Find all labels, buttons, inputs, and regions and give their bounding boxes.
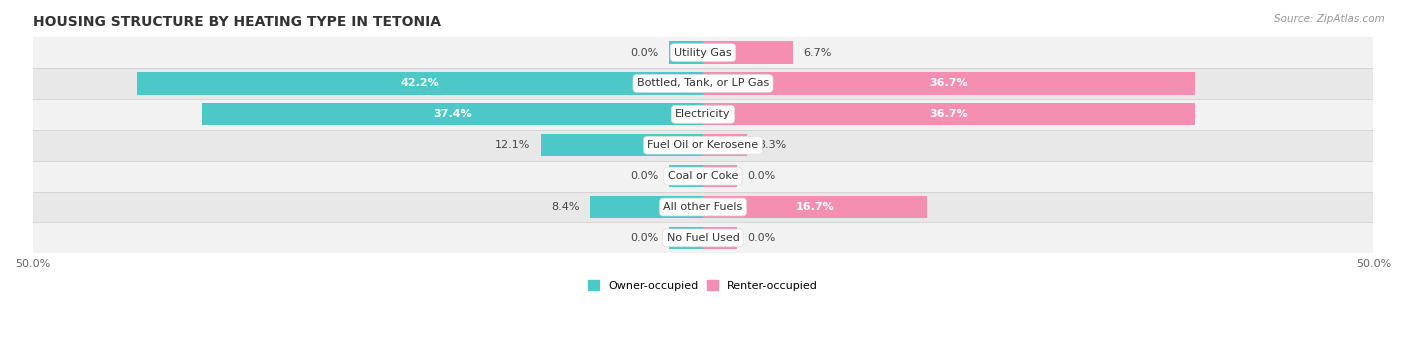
Text: Electricity: Electricity (675, 109, 731, 119)
Text: 0.0%: 0.0% (630, 47, 659, 58)
Bar (703, 72, 1195, 94)
Bar (591, 196, 703, 218)
Text: 0.0%: 0.0% (630, 233, 659, 243)
Text: 12.1%: 12.1% (495, 140, 530, 150)
Text: 0.0%: 0.0% (630, 171, 659, 181)
Bar (669, 165, 703, 187)
Bar (32, 99, 1374, 130)
Text: 42.2%: 42.2% (401, 78, 440, 88)
Bar (703, 196, 927, 218)
Text: 37.4%: 37.4% (433, 109, 471, 119)
Text: 0.0%: 0.0% (747, 171, 776, 181)
Text: 16.7%: 16.7% (796, 202, 834, 212)
Legend: Owner-occupied, Renter-occupied: Owner-occupied, Renter-occupied (583, 276, 823, 295)
Text: Source: ZipAtlas.com: Source: ZipAtlas.com (1274, 14, 1385, 24)
Text: All other Fuels: All other Fuels (664, 202, 742, 212)
Text: 36.7%: 36.7% (929, 78, 969, 88)
Bar (32, 161, 1374, 192)
Bar (32, 192, 1374, 222)
Bar (32, 222, 1374, 253)
Text: Bottled, Tank, or LP Gas: Bottled, Tank, or LP Gas (637, 78, 769, 88)
Bar (703, 134, 747, 156)
Text: 36.7%: 36.7% (929, 109, 969, 119)
Bar (703, 42, 793, 64)
Bar (32, 37, 1374, 68)
Text: No Fuel Used: No Fuel Used (666, 233, 740, 243)
Text: Coal or Coke: Coal or Coke (668, 171, 738, 181)
Bar (201, 103, 703, 125)
Bar (669, 227, 703, 249)
Text: 6.7%: 6.7% (804, 47, 832, 58)
Bar (138, 72, 703, 94)
Bar (32, 68, 1374, 99)
Text: 8.4%: 8.4% (551, 202, 579, 212)
Text: Utility Gas: Utility Gas (675, 47, 731, 58)
Text: 0.0%: 0.0% (747, 233, 776, 243)
Bar (703, 165, 737, 187)
Bar (669, 42, 703, 64)
Text: 3.3%: 3.3% (758, 140, 786, 150)
Text: HOUSING STRUCTURE BY HEATING TYPE IN TETONIA: HOUSING STRUCTURE BY HEATING TYPE IN TET… (32, 15, 440, 29)
Bar (541, 134, 703, 156)
Bar (703, 103, 1195, 125)
Text: Fuel Oil or Kerosene: Fuel Oil or Kerosene (647, 140, 759, 150)
Bar (703, 227, 737, 249)
Bar (32, 130, 1374, 161)
